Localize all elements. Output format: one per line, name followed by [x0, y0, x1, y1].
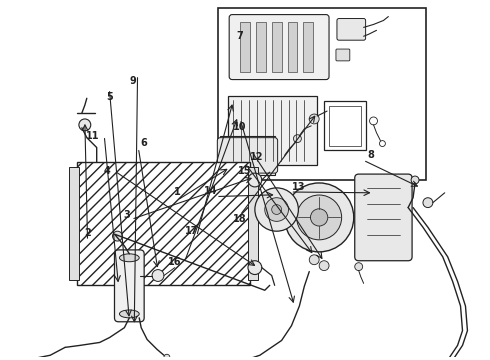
Text: 5: 5 [106, 92, 113, 102]
Bar [288, 22, 297, 72]
Circle shape [411, 176, 419, 184]
Text: 2: 2 [84, 228, 91, 238]
FancyBboxPatch shape [218, 138, 278, 173]
Circle shape [265, 198, 289, 221]
Bar [228, 96, 317, 165]
Bar [219, 8, 426, 180]
Text: 9: 9 [129, 76, 136, 86]
Bar [240, 22, 250, 72]
FancyBboxPatch shape [115, 250, 144, 322]
Circle shape [255, 188, 298, 231]
Ellipse shape [120, 254, 139, 262]
Text: 17: 17 [185, 226, 198, 237]
Bar [220, 136, 275, 175]
Bar [248, 167, 258, 280]
Circle shape [164, 354, 170, 360]
FancyBboxPatch shape [337, 18, 366, 40]
Text: 8: 8 [368, 150, 374, 160]
Circle shape [248, 261, 262, 275]
Circle shape [355, 263, 363, 271]
Circle shape [319, 261, 329, 271]
Circle shape [294, 135, 301, 143]
Text: 10: 10 [233, 122, 247, 132]
Circle shape [152, 270, 164, 282]
Bar [329, 106, 361, 145]
Text: 6: 6 [140, 138, 147, 148]
Circle shape [248, 173, 262, 187]
Ellipse shape [120, 310, 139, 318]
Circle shape [309, 114, 319, 124]
Circle shape [311, 209, 328, 226]
Text: 4: 4 [103, 166, 110, 176]
Text: 13: 13 [292, 182, 305, 192]
Text: 16: 16 [168, 257, 181, 266]
Circle shape [423, 198, 433, 208]
Circle shape [113, 231, 122, 241]
Circle shape [309, 255, 319, 265]
Bar [271, 22, 282, 72]
Circle shape [271, 204, 282, 215]
FancyBboxPatch shape [336, 49, 350, 61]
Bar [256, 22, 266, 72]
Bar [324, 101, 366, 150]
Text: 15: 15 [238, 166, 252, 176]
Text: 14: 14 [204, 186, 218, 195]
Text: 11: 11 [86, 131, 99, 141]
Bar [77, 162, 250, 285]
Circle shape [79, 119, 91, 131]
Text: 1: 1 [174, 188, 180, 197]
Circle shape [296, 195, 342, 240]
Text: 7: 7 [237, 31, 244, 41]
Text: 3: 3 [123, 211, 130, 220]
Text: 12: 12 [250, 152, 264, 162]
FancyBboxPatch shape [229, 15, 329, 80]
Bar [69, 167, 79, 280]
Bar [303, 22, 313, 72]
Circle shape [285, 183, 354, 252]
FancyBboxPatch shape [355, 174, 412, 261]
Text: 18: 18 [233, 214, 247, 224]
